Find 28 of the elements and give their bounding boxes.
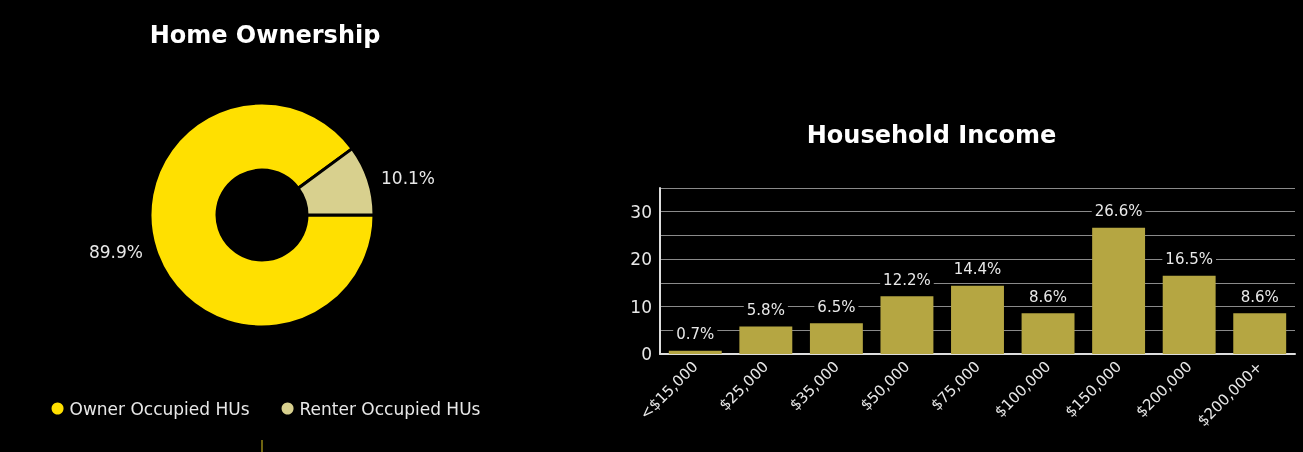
chart-title: Household Income	[806, 121, 1057, 149]
bar	[1233, 313, 1287, 354]
data-label: 14.4%	[953, 260, 1002, 279]
data-label: 16.5%	[1165, 250, 1213, 269]
data-label: 8.6%	[1029, 287, 1068, 306]
chart-title: Home Ownership	[149, 21, 381, 49]
bar	[951, 285, 1004, 354]
bar	[1092, 227, 1146, 354]
y-tick-label: 10	[630, 296, 652, 317]
data-label: 5.8%	[746, 300, 785, 319]
data-label: 12.2%	[883, 270, 931, 289]
bar	[1021, 313, 1075, 354]
bar	[668, 350, 722, 354]
bar	[880, 296, 934, 354]
bar	[739, 326, 793, 354]
data-label: 6.5%	[817, 297, 856, 316]
bar	[809, 323, 863, 354]
data-label: 10.1%	[381, 167, 436, 188]
bar	[1162, 275, 1216, 354]
y-tick-label: 20	[630, 249, 652, 270]
y-tick-label: 0	[641, 344, 652, 364]
data-label: 8.6%	[1240, 287, 1279, 306]
y-tick-label: 30	[630, 201, 652, 222]
legend-label: Renter Occupied HUs	[299, 398, 481, 419]
data-label: 26.6%	[1094, 202, 1143, 221]
legend-label: Owner Occupied HUs	[69, 398, 250, 419]
data-label: 0.7%	[676, 325, 715, 344]
data-label: 89.9%	[88, 242, 143, 263]
